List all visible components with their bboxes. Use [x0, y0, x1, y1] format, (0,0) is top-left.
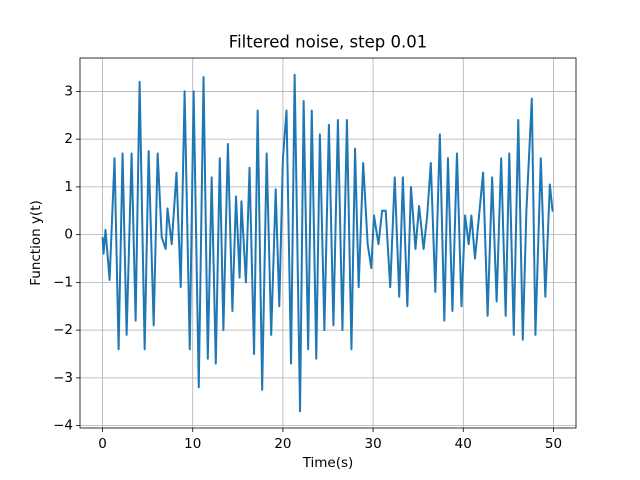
y-tick-label: −1 — [53, 274, 73, 290]
x-tick-label: 0 — [98, 436, 107, 452]
x-tick-label: 40 — [455, 436, 472, 452]
y-tick-label: 0 — [64, 227, 73, 243]
y-axis-label: Function y(t) — [28, 200, 44, 286]
y-tick-label: 3 — [64, 83, 73, 99]
chart-title: Filtered noise, step 0.01 — [229, 33, 427, 52]
plot-frame — [79, 57, 577, 429]
y-tick-label: 1 — [64, 179, 73, 195]
x-tick-label: 10 — [184, 436, 201, 452]
x-axis-label: Time(s) — [302, 455, 354, 471]
data-line — [101, 73, 554, 413]
y-tick-label: −2 — [53, 322, 73, 338]
y-tick-label: −3 — [53, 370, 73, 386]
y-tick-label: −4 — [53, 418, 73, 434]
x-tick-label: 20 — [274, 436, 291, 452]
y-tick-label: 2 — [64, 131, 73, 147]
x-tick-label: 30 — [364, 436, 381, 452]
x-tick-label: 50 — [545, 436, 562, 452]
